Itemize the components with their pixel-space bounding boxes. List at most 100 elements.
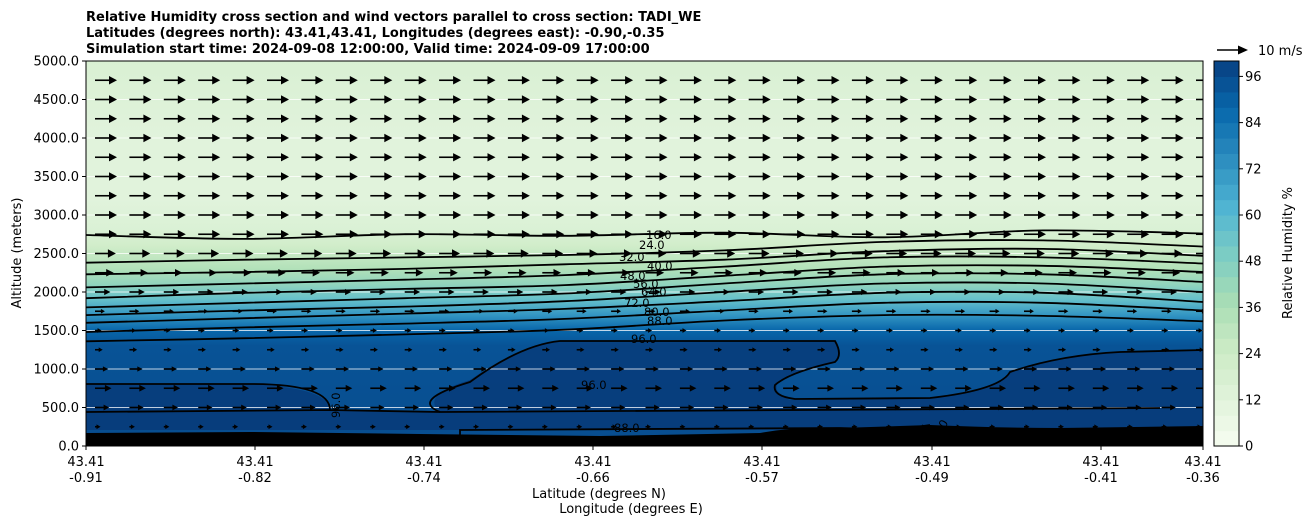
wind-vector — [1024, 153, 1046, 162]
wind-vector — [920, 172, 943, 181]
wind-vector — [473, 366, 487, 372]
wind-vector — [989, 172, 1012, 181]
wind-vector — [542, 76, 565, 85]
wind-vector — [645, 404, 660, 411]
wind-vector — [886, 328, 893, 333]
wind-vector — [851, 172, 874, 181]
wind-vector — [95, 114, 117, 123]
wind-vector — [1127, 133, 1150, 143]
wind-vector — [1196, 79, 1203, 82]
wind-vector — [989, 95, 1012, 104]
wind-vector — [955, 114, 978, 123]
wind-vector — [507, 269, 527, 277]
wind-vector — [129, 191, 152, 200]
wind-vector — [439, 249, 460, 258]
wind-vector — [232, 191, 255, 200]
wind-vector — [507, 384, 525, 392]
colorbar-band — [1214, 138, 1239, 154]
wind-vector — [473, 288, 489, 296]
wind-vector — [989, 308, 1000, 314]
wind-vector — [232, 347, 241, 353]
wind-vector — [611, 191, 634, 200]
wind-vector — [886, 95, 909, 104]
wind-vector — [955, 210, 978, 220]
wind-vector — [886, 384, 903, 392]
wind-vector — [576, 114, 599, 123]
y-tick-label: 2500.0 — [34, 247, 80, 262]
wind-vector — [404, 210, 427, 220]
wind-vector — [439, 191, 462, 200]
wind-vector — [886, 191, 909, 200]
wind-vector — [989, 384, 1007, 392]
wind-vector — [920, 95, 943, 104]
wind-vector — [851, 384, 869, 392]
contour-labels: 16.0 24.0 32.0 40.0 48.0 56.0 64.0 72.0 … — [329, 228, 951, 435]
wind-vector — [679, 95, 702, 104]
wind-vector — [955, 133, 978, 143]
wind-vector — [679, 347, 688, 353]
wind-vector — [748, 191, 771, 200]
colorbar-band — [1214, 122, 1239, 139]
wind-vector — [198, 172, 221, 181]
wind-vector — [920, 114, 943, 123]
wind-vector — [370, 347, 378, 353]
wind-vector — [955, 347, 963, 353]
wind-vector — [1024, 249, 1045, 258]
wind-vector — [542, 153, 565, 162]
wind-vector — [335, 114, 358, 123]
x-tick-label-lat: 43.41 — [913, 455, 950, 470]
plot-area — [86, 61, 1203, 446]
wind-vector — [129, 76, 152, 85]
wind-vector — [163, 76, 186, 85]
wind-vector — [1024, 95, 1046, 104]
wind-vector — [679, 210, 702, 220]
wind-vector — [232, 172, 255, 181]
wind-vector — [645, 191, 668, 200]
wind-vector — [439, 328, 446, 333]
wind-vector — [817, 153, 840, 162]
wind-vector — [370, 269, 389, 277]
wind-vector — [1196, 175, 1203, 178]
colorbar-tick-label: 24 — [1245, 347, 1262, 362]
wind-vector — [748, 308, 759, 314]
wind-vector — [1058, 249, 1080, 258]
wind-vector — [886, 172, 909, 181]
wind-vector — [542, 424, 548, 430]
wind-vector — [439, 153, 462, 162]
wind-vector — [955, 328, 962, 333]
wind-vector — [473, 404, 488, 411]
wind-vector — [611, 347, 619, 353]
wind-vector — [198, 76, 221, 85]
wind-vector — [507, 404, 523, 411]
wind-vector — [611, 114, 634, 123]
wind-vector — [163, 347, 172, 353]
wind-vector — [1024, 76, 1046, 85]
wind-vector — [129, 424, 135, 430]
wind-vector — [129, 172, 152, 181]
colorbar-tick-label: 72 — [1245, 162, 1262, 177]
wind-vector — [748, 328, 756, 333]
contour-label-16: 16.0 — [646, 228, 672, 242]
wind-vector — [645, 424, 651, 430]
wind-vector — [645, 308, 656, 314]
contour-80 — [86, 300, 1203, 333]
x-tick-label-lat: 43.41 — [67, 455, 104, 470]
chart-subtitle-times: Simulation start time: 2024-09-08 12:00:… — [86, 42, 650, 57]
y-tick-label: 1500.0 — [34, 324, 80, 339]
wind-vector — [232, 249, 254, 258]
wind-vector — [267, 114, 289, 123]
wind-vector — [404, 114, 427, 123]
wind-vector — [748, 404, 763, 411]
wind-vector — [232, 384, 250, 392]
wind-vector — [955, 191, 978, 200]
wind-vector — [1092, 76, 1115, 85]
contour-64 — [86, 281, 1203, 316]
wind-vector — [783, 133, 806, 143]
contour-label-24: 24.0 — [639, 238, 665, 252]
x-tick-label-lon: -0.36 — [1186, 471, 1220, 486]
wind-vector — [473, 153, 496, 162]
wind-vector — [370, 328, 377, 333]
wind-vector — [507, 347, 516, 353]
wind-vector — [507, 191, 530, 200]
wind-vector — [1092, 269, 1112, 277]
